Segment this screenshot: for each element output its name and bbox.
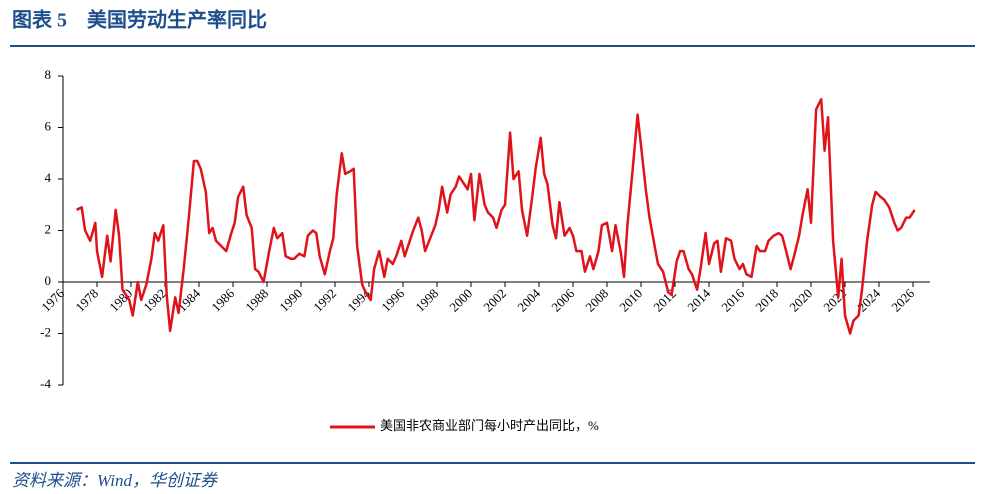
y-tick-label: -2 — [40, 324, 51, 339]
y-tick-label: 2 — [45, 221, 52, 236]
source: 资料来源：Wind，华创证券 — [12, 471, 219, 490]
y-tick-label: -4 — [40, 376, 51, 391]
chart-title: 图表 5 美国劳动生产率同比 — [12, 8, 267, 32]
y-tick-label: 0 — [45, 273, 52, 288]
legend-label: 美国非农商业部门每小时产出同比，% — [380, 418, 599, 433]
y-tick-label: 4 — [45, 170, 52, 185]
y-tick-label: 6 — [45, 118, 52, 133]
y-tick-label: 8 — [45, 67, 52, 82]
data-line — [76, 97, 916, 335]
